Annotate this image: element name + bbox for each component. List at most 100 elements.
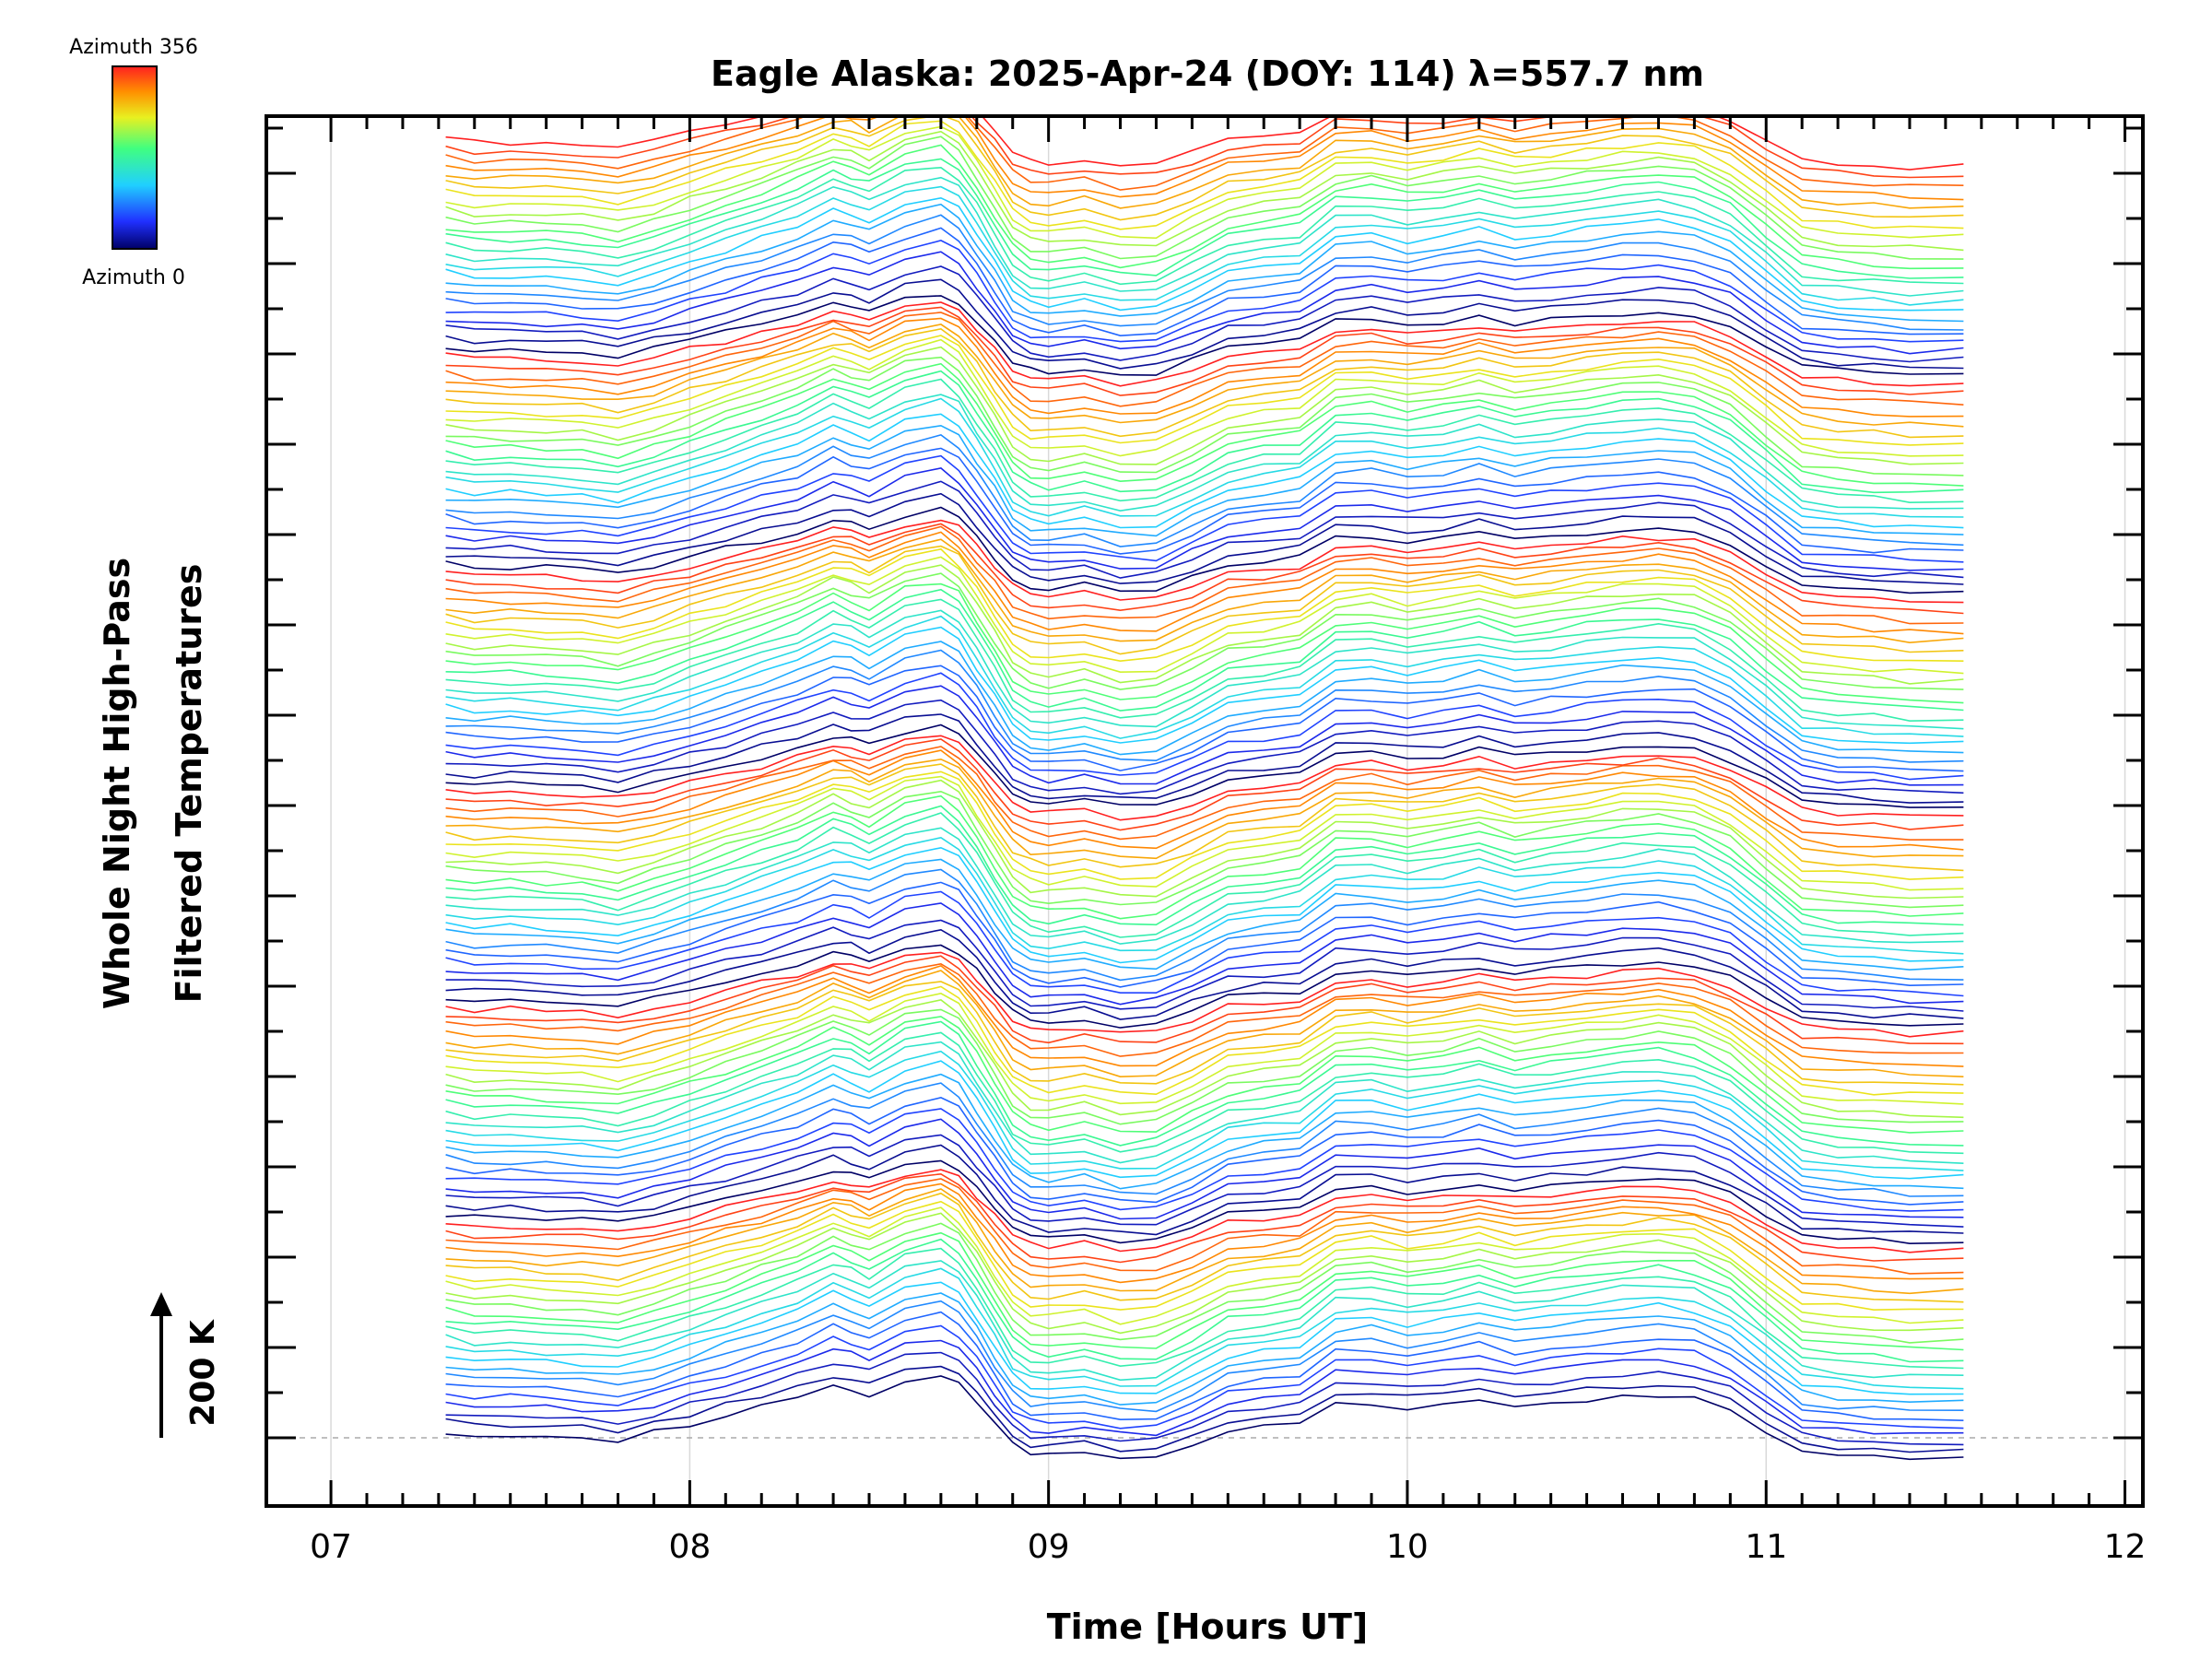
- x-tick-label-10: 10: [1386, 1528, 1429, 1566]
- trace-78: [445, 649, 1964, 763]
- x-tick-labels: 07 08 09 10 11 12: [310, 1528, 2146, 1566]
- trace-88: [445, 556, 1964, 675]
- trace-45: [445, 962, 1964, 1057]
- plot-border: [265, 114, 2145, 1508]
- trace-31: [445, 1073, 1964, 1190]
- trace-9: [445, 1267, 1964, 1390]
- trace-66: [445, 763, 1964, 872]
- trace-108: [445, 370, 1964, 494]
- trace-111: [445, 346, 1964, 465]
- trace-87: [445, 564, 1964, 685]
- trace-35: [445, 1031, 1964, 1155]
- trace-3: [445, 1339, 1964, 1437]
- trace-118: [445, 306, 1964, 396]
- trace-97: [445, 492, 1964, 585]
- trace-109: [445, 362, 1964, 487]
- trace-38: [445, 1008, 1964, 1125]
- trace-82: [445, 609, 1964, 730]
- trace-112: [445, 338, 1964, 457]
- trace-91: [445, 538, 1964, 644]
- trace-122: [445, 265, 1964, 363]
- trace-61: [445, 794, 1964, 920]
- trace-110: [445, 356, 1964, 477]
- trace-64: [445, 775, 1964, 891]
- trace-49: [445, 928, 1964, 1020]
- trace-36: [445, 1020, 1964, 1147]
- trace-25: [445, 1144, 1964, 1236]
- trace-140: [445, 116, 1964, 201]
- trace-119: [445, 301, 1964, 387]
- trace-43: [445, 970, 1964, 1078]
- trace-24: [445, 1159, 1964, 1245]
- trace-103: [445, 424, 1964, 537]
- trace-11: [445, 1247, 1964, 1370]
- trace-83: [445, 598, 1964, 723]
- trace-125: [445, 227, 1964, 337]
- trace-94: [445, 523, 1964, 615]
- trace-135: [445, 130, 1964, 252]
- scale-bar-label: 200 K: [184, 1319, 222, 1427]
- colorbar-bottom-label: Azimuth 0: [82, 266, 185, 289]
- trace-27: [445, 1118, 1964, 1220]
- trace-50: [445, 919, 1964, 1012]
- trace-141: [445, 116, 1964, 191]
- trace-70: [445, 738, 1964, 831]
- trace-67: [445, 758, 1964, 860]
- x-axis-ticks: [329, 116, 2127, 1506]
- trace-4: [445, 1324, 1964, 1430]
- trace-42: [445, 981, 1964, 1086]
- trace-128: [445, 196, 1964, 312]
- trace-123: [445, 251, 1964, 355]
- trace-55: [445, 858, 1964, 971]
- trace-133: [445, 144, 1964, 270]
- trace-0: [445, 1375, 1964, 1461]
- trace-116: [445, 317, 1964, 418]
- trace-22: [445, 1172, 1964, 1264]
- trace-29: [445, 1097, 1964, 1206]
- x-tick-label-11: 11: [1745, 1528, 1787, 1566]
- trace-90: [445, 545, 1964, 655]
- y-axis-label-line-2: Filtered Temperatures: [169, 564, 209, 1004]
- trace-101: [445, 447, 1964, 555]
- trace-52: [445, 890, 1964, 997]
- trace-39: [445, 999, 1964, 1119]
- trace-46: [445, 955, 1964, 1045]
- trace-89: [445, 547, 1964, 663]
- trace-19: [445, 1188, 1964, 1295]
- trace-132: [445, 158, 1964, 279]
- trace-121: [445, 278, 1964, 370]
- trace-34: [445, 1041, 1964, 1164]
- trace-41: [445, 985, 1964, 1096]
- trace-7: [445, 1292, 1964, 1406]
- trace-33: [445, 1050, 1964, 1171]
- trace-80: [445, 626, 1964, 745]
- x-tick-label-07: 07: [310, 1528, 352, 1566]
- trace-85: [445, 582, 1964, 704]
- trace-102: [445, 434, 1964, 547]
- trace-131: [445, 166, 1964, 286]
- trace-44: [445, 965, 1964, 1067]
- colorbar: Azimuth 356 Azimuth 0: [69, 36, 198, 289]
- trace-57: [445, 836, 1964, 955]
- trace-115: [445, 324, 1964, 428]
- trace-47: [445, 951, 1964, 1038]
- trace-59: [445, 812, 1964, 938]
- trace-99: [445, 467, 1964, 571]
- trace-17: [445, 1200, 1964, 1312]
- trace-12: [445, 1238, 1964, 1363]
- trace-30: [445, 1082, 1964, 1197]
- trace-68: [445, 749, 1964, 851]
- trace-136: [445, 125, 1964, 240]
- trace-86: [445, 572, 1964, 690]
- y-axis-ticks: [266, 126, 2143, 1440]
- trace-120: [445, 295, 1964, 376]
- trace-28: [445, 1108, 1964, 1212]
- trace-6: [445, 1300, 1964, 1413]
- trace-113: [445, 335, 1964, 446]
- trace-54: [445, 868, 1964, 982]
- trace-134: [445, 135, 1964, 260]
- trace-139: [445, 116, 1964, 209]
- trace-104: [445, 413, 1964, 529]
- x-axis-label: Time [Hours UT]: [1047, 1606, 1369, 1647]
